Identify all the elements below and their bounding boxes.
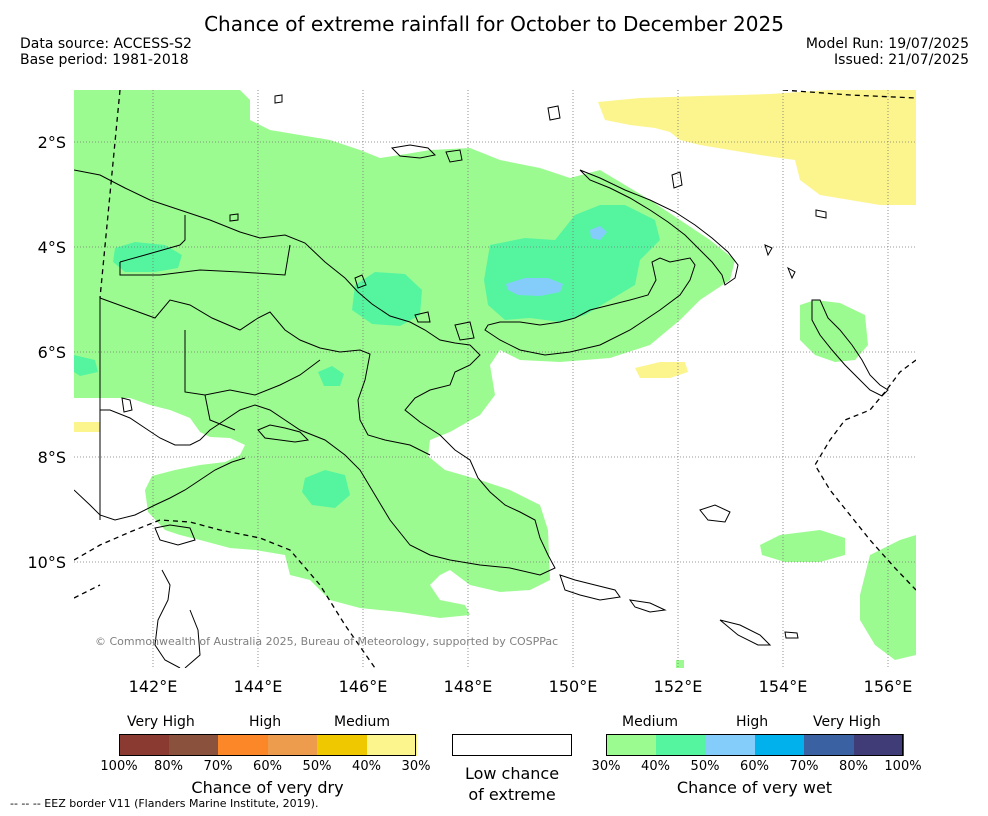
wet-caption: Chance of very wet (676, 778, 833, 797)
data-source: Data source: ACCESS-S2 (20, 36, 192, 52)
dry-swatch (218, 734, 268, 756)
dry-tick-label: 80% (154, 759, 183, 774)
lat-tick-labels: 2°S 4°S 6°S 8°S 10°S (27, 133, 66, 572)
dry-level-high: High (249, 714, 282, 730)
base-period: Base period: 1981-2018 (20, 52, 189, 68)
dry-swatch (366, 734, 417, 756)
dry-tick-label: 40% (352, 759, 381, 774)
lat-tick-label: 10°S (27, 553, 66, 572)
dry-caption: Chance of very dry (191, 778, 344, 797)
dry-level-medium: Medium (334, 714, 390, 730)
wet-swatch (754, 734, 805, 756)
wet-tick-label: 80% (839, 759, 868, 774)
model-run: Model Run: 19/07/2025 (805, 36, 969, 52)
wet-tick-label: 60% (740, 759, 769, 774)
issued-date: Issued: 21/07/2025 (834, 52, 969, 68)
wet-swatch (655, 734, 706, 756)
coastlines (74, 94, 889, 668)
dry-level-very-high: Very High (127, 714, 195, 730)
lon-tick-label: 150°E (549, 677, 598, 696)
lon-tick-label: 142°E (129, 677, 178, 696)
map-area (74, 90, 916, 668)
wet-colorbar-frame (606, 734, 903, 756)
dry-tick-label: 30% (401, 759, 431, 774)
dry-colorbar-frame (119, 734, 416, 756)
wet-swatch (705, 734, 755, 756)
lat-tick-label: 2°S (38, 133, 66, 152)
lat-lon-grid (74, 90, 916, 668)
dry-medium-regions (74, 90, 916, 432)
dry-swatch (267, 734, 318, 756)
lat-tick-label: 4°S (38, 238, 66, 257)
wet-tick-label: 100% (884, 759, 922, 774)
dry-swatch (119, 734, 169, 756)
wet-level-medium: Medium (622, 714, 678, 730)
dry-tick-label: 100% (100, 759, 138, 774)
map-title: Chance of extreme rainfall for October t… (204, 12, 784, 36)
lon-tick-label: 156°E (864, 677, 913, 696)
dry-swatch (168, 734, 219, 756)
wet-tick-label: 30% (591, 759, 621, 774)
lon-tick-label: 144°E (234, 677, 283, 696)
wet-level-very-high: Very High (813, 714, 881, 730)
wet-high-regions (506, 226, 607, 296)
wet-level-high: High (736, 714, 769, 730)
eez-borders (74, 90, 916, 668)
wet-swatch (853, 734, 904, 756)
low-chance-swatch (452, 734, 572, 756)
copyright-notice: © Commonwealth of Australia 2025, Bureau… (95, 635, 558, 648)
eez-note: -- -- -- EEZ border V11 (Flanders Marine… (10, 797, 319, 810)
lon-tick-label: 154°E (759, 677, 808, 696)
lat-tick-label: 8°S (38, 448, 66, 467)
low-chance-caption-2: of extreme (468, 785, 556, 804)
lon-tick-labels: 142°E 144°E 146°E 148°E 150°E 152°E 154°… (129, 677, 913, 696)
lat-tick-label: 6°S (38, 343, 66, 362)
dry-swatch (317, 734, 367, 756)
lon-tick-label: 146°E (339, 677, 388, 696)
lon-tick-label: 148°E (444, 677, 493, 696)
wet-swatch (804, 734, 854, 756)
dry-tick-label: 70% (203, 759, 233, 774)
dry-tick-label: 60% (253, 759, 282, 774)
wet-tick-label: 40% (641, 759, 670, 774)
dry-tick-label: 50% (302, 759, 332, 774)
wet-tick-label: 50% (690, 759, 720, 774)
wet-swatch (606, 734, 656, 756)
low-chance-caption-1: Low chance (464, 764, 560, 783)
lon-tick-label: 152°E (654, 677, 703, 696)
wet-tick-label: 70% (789, 759, 819, 774)
